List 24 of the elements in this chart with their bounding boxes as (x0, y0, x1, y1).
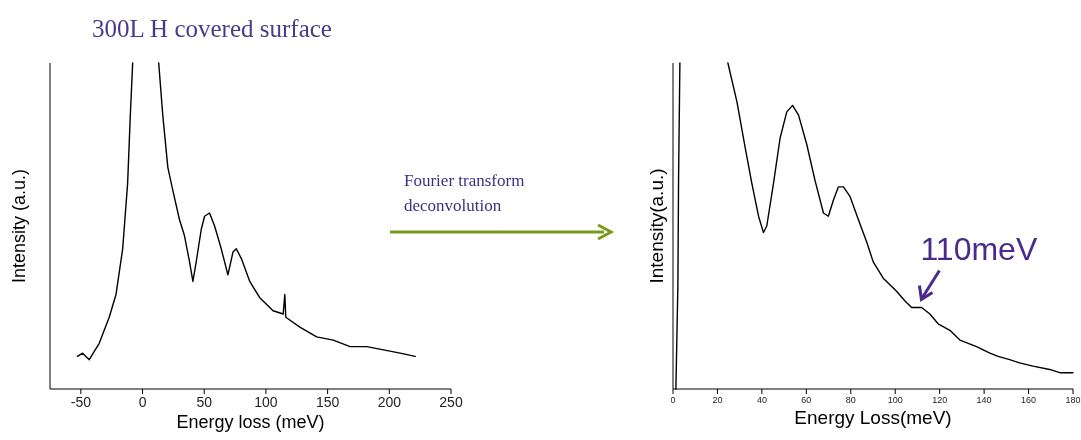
x-tick-label: 0 (138, 394, 147, 411)
x-tick-label: 150 (315, 394, 340, 411)
x-tick-label: 100 (887, 395, 903, 406)
annotation: 110meV (920, 230, 1038, 267)
x-tick-label: 60 (801, 395, 812, 406)
chart-title: 300L H covered surface (92, 15, 332, 42)
y-axis-title: Intensity(a.u.) (646, 168, 667, 284)
x-tick-label: 250 (439, 394, 463, 411)
x-tick-label: 40 (756, 395, 767, 406)
x-tick-label: 0 (670, 395, 676, 406)
x-tick-label: 120 (932, 395, 948, 406)
x-axis-title: Energy loss (meV) (176, 412, 325, 432)
x-tick-label: -50 (70, 394, 92, 411)
x-tick-label: 50 (196, 394, 213, 411)
x-tick-label: 200 (377, 394, 402, 411)
x-tick-label: 140 (976, 395, 992, 406)
x-axis-title: Energy Loss(meV) (794, 407, 952, 428)
x-tick-label: 20 (712, 395, 723, 406)
annotation: Fourier transform deconvolution (404, 171, 525, 215)
y-axis-title: Intensity (a.u.) (9, 168, 29, 284)
x-tick-label: 160 (1021, 395, 1037, 406)
x-tick-label: 80 (845, 395, 856, 406)
x-tick-label: 180 (1065, 395, 1081, 406)
x-tick-label: 100 (254, 394, 278, 411)
